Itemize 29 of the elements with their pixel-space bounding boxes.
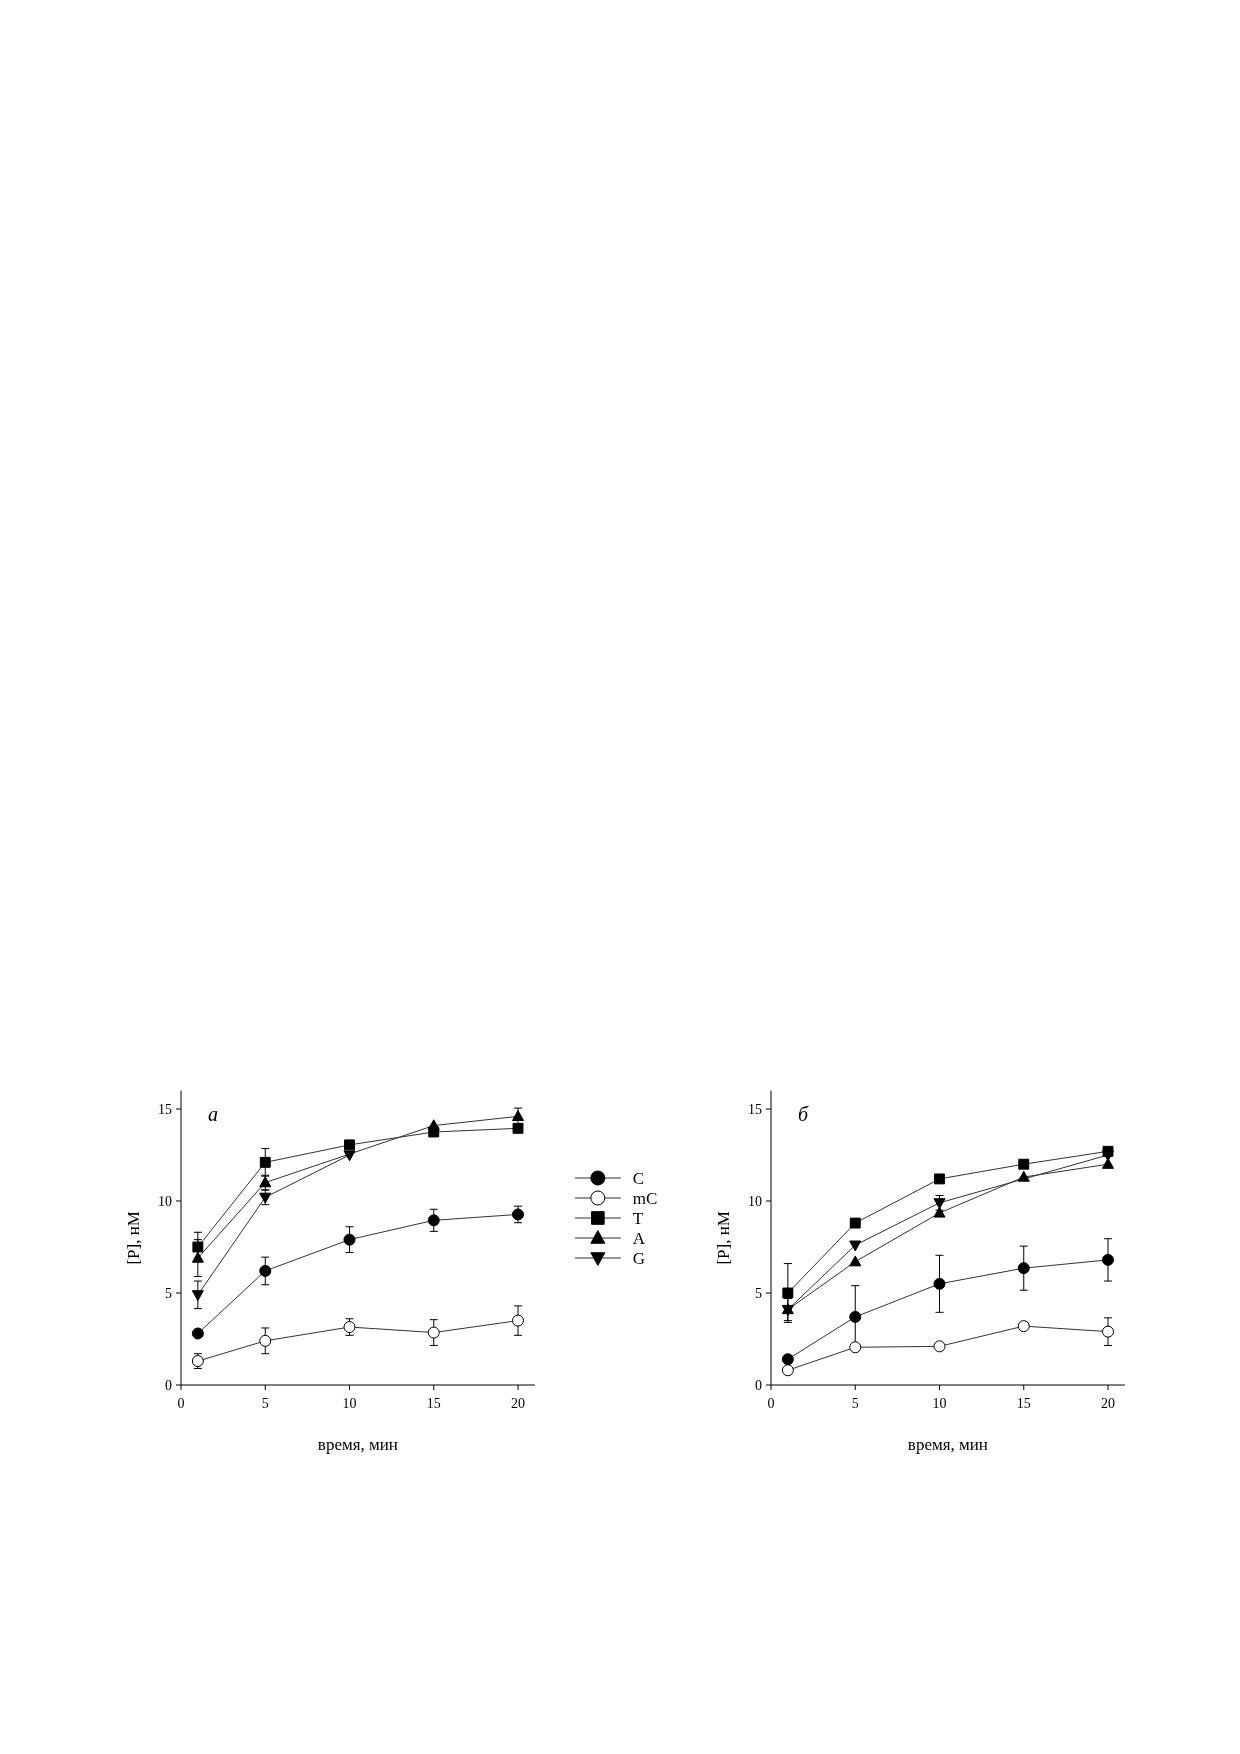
x-tick-label: 10 — [342, 1396, 357, 1411]
y-tick-label: 5 — [165, 1286, 172, 1301]
legend-label: mC — [632, 1189, 658, 1208]
y-tick-label: 0 — [755, 1378, 762, 1393]
y-tick-label: 5 — [755, 1286, 762, 1301]
y-tick-label: 10 — [748, 1194, 762, 1209]
y-tick-label: 15 — [748, 1102, 762, 1117]
text: а — [208, 1102, 218, 1125]
x-tick-label: 0 — [177, 1396, 185, 1411]
x-tick-label: 15 — [426, 1396, 441, 1411]
y-axis-title: [P], нМ — [714, 1211, 733, 1265]
legend-label: A — [632, 1229, 646, 1248]
x-tick-label: 0 — [767, 1396, 775, 1411]
legend-label: G — [632, 1249, 646, 1268]
legend-label: C — [632, 1169, 645, 1188]
x-tick-label: 20 — [511, 1396, 525, 1411]
y-tick-label: 10 — [158, 1194, 172, 1209]
y-tick-label: 0 — [165, 1378, 172, 1393]
x-axis-title: время, мин — [907, 1435, 988, 1454]
x-tick-label: 15 — [1016, 1396, 1031, 1411]
y-axis-title: [P], нМ — [124, 1211, 143, 1265]
text: б — [798, 1102, 809, 1125]
legend-label: T — [632, 1209, 644, 1228]
x-tick-label: 5 — [851, 1396, 859, 1411]
x-tick-label: 20 — [1101, 1396, 1115, 1411]
x-tick-label: 5 — [261, 1396, 269, 1411]
x-axis-title: время, мин — [317, 1435, 398, 1454]
x-tick-label: 10 — [932, 1396, 947, 1411]
y-tick-label: 15 — [158, 1102, 172, 1117]
